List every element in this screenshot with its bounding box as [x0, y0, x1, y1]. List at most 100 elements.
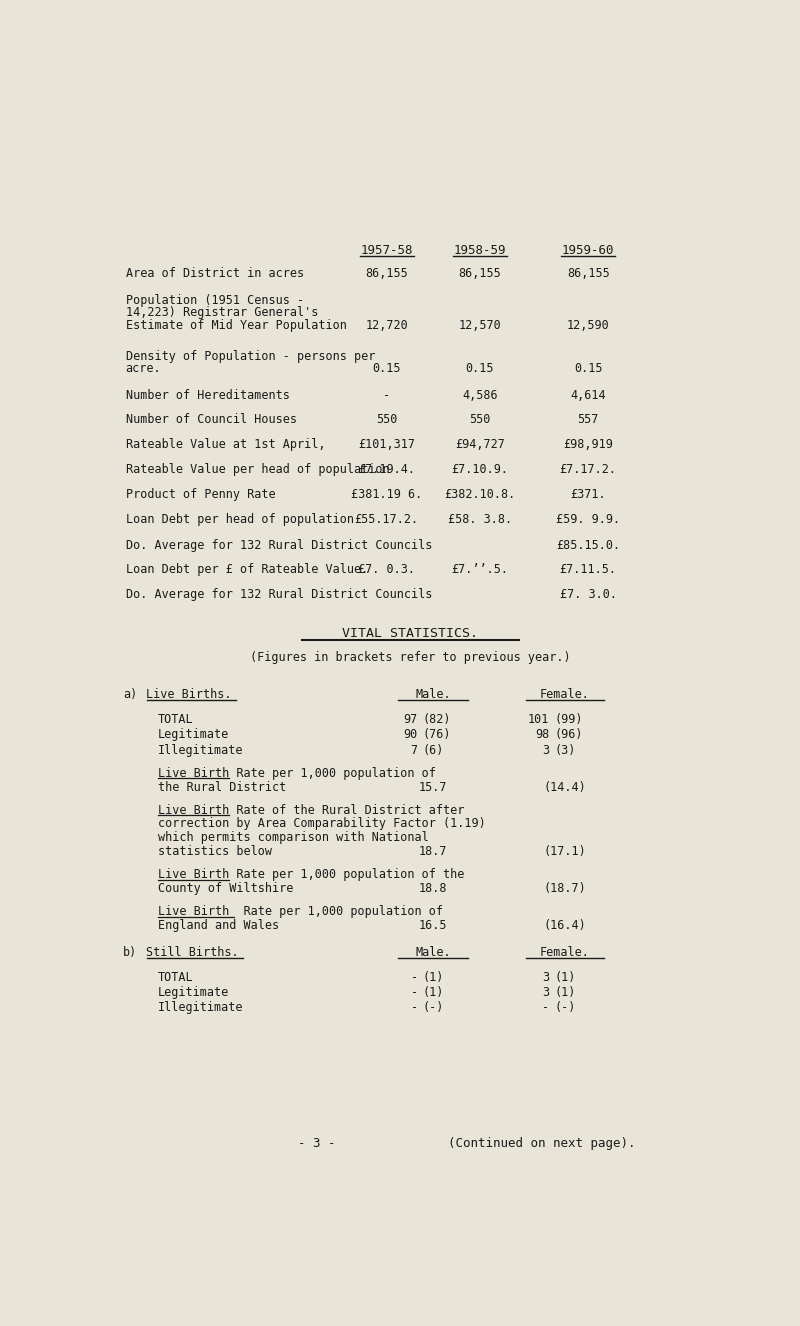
Text: Density of Population - persons per: Density of Population - persons per [126, 350, 375, 363]
Text: 12,590: 12,590 [567, 318, 610, 332]
Text: 98: 98 [535, 728, 550, 741]
Text: 12,720: 12,720 [366, 318, 408, 332]
Text: Loan Debt per £ of Rateable Value.: Loan Debt per £ of Rateable Value. [126, 564, 368, 577]
Text: Illegitimate: Illegitimate [158, 1001, 244, 1014]
Text: -: - [410, 987, 418, 998]
Text: £7.19.4.: £7.19.4. [358, 463, 415, 476]
Text: 97: 97 [403, 713, 418, 725]
Text: 86,155: 86,155 [366, 267, 408, 280]
Text: England and Wales: England and Wales [158, 919, 279, 932]
Text: Live Births.: Live Births. [146, 688, 232, 701]
Text: 0.15: 0.15 [574, 362, 602, 375]
Text: £85.15.0.: £85.15.0. [556, 538, 620, 552]
Text: Number of Hereditaments: Number of Hereditaments [126, 389, 290, 402]
Text: Live Birth  Rate per 1,000 population of: Live Birth Rate per 1,000 population of [158, 906, 443, 918]
Text: Legitimate: Legitimate [158, 728, 230, 741]
Text: (6): (6) [422, 744, 444, 757]
Text: Do. Average for 132 Rural District Councils: Do. Average for 132 Rural District Counc… [126, 538, 432, 552]
Text: -: - [383, 389, 390, 402]
Text: a): a) [123, 688, 138, 701]
Text: 4,586: 4,586 [462, 389, 498, 402]
Text: Illegitimate: Illegitimate [158, 744, 244, 757]
Text: (-): (-) [554, 1001, 575, 1014]
Text: 7: 7 [410, 744, 418, 757]
Text: Live Birth Rate of the Rural District after: Live Birth Rate of the Rural District af… [158, 804, 465, 817]
Text: VITAL STATISTICS.: VITAL STATISTICS. [342, 626, 478, 639]
Text: £7.17.2.: £7.17.2. [560, 463, 617, 476]
Text: Female.: Female. [540, 688, 590, 701]
Text: Live Birth Rate per 1,000 population of: Live Birth Rate per 1,000 population of [158, 766, 436, 780]
Text: 3: 3 [542, 987, 550, 998]
Text: 3: 3 [542, 744, 550, 757]
Text: £59. 9.9.: £59. 9.9. [556, 513, 620, 526]
Text: 1957-58: 1957-58 [361, 244, 413, 257]
Text: (1): (1) [554, 971, 575, 984]
Text: 0.15: 0.15 [466, 362, 494, 375]
Text: Rateable Value at 1st April,: Rateable Value at 1st April, [126, 438, 325, 451]
Text: 1959-60: 1959-60 [562, 244, 614, 257]
Text: 18.8: 18.8 [419, 882, 447, 895]
Text: (1): (1) [422, 987, 444, 998]
Text: (14.4): (14.4) [544, 781, 586, 793]
Text: (18.7): (18.7) [544, 882, 586, 895]
Text: £7. 3.0.: £7. 3.0. [560, 587, 617, 601]
Text: 18.7: 18.7 [419, 845, 447, 858]
Text: 1958-59: 1958-59 [454, 244, 506, 257]
Text: the Rural District: the Rural District [158, 781, 286, 793]
Text: £101,317: £101,317 [358, 438, 415, 451]
Text: (76): (76) [422, 728, 451, 741]
Text: -: - [542, 1001, 550, 1014]
Text: 4,614: 4,614 [570, 389, 606, 402]
Text: acre.: acre. [126, 362, 161, 375]
Text: (82): (82) [422, 713, 451, 725]
Text: (Continued on next page).: (Continued on next page). [448, 1136, 635, 1150]
Text: b): b) [123, 945, 138, 959]
Text: £7.10.9.: £7.10.9. [451, 463, 508, 476]
Text: £371.: £371. [570, 488, 606, 501]
Text: TOTAL: TOTAL [158, 971, 194, 984]
Text: (Figures in brackets refer to previous year.): (Figures in brackets refer to previous y… [250, 651, 570, 664]
Text: Rateable Value per head of population: Rateable Value per head of population [126, 463, 389, 476]
Text: £382.10.8.: £382.10.8. [444, 488, 515, 501]
Text: Loan Debt per head of population: Loan Debt per head of population [126, 513, 354, 526]
Text: 101: 101 [528, 713, 550, 725]
Text: statistics below: statistics below [158, 845, 272, 858]
Text: £58. 3.8.: £58. 3.8. [448, 513, 512, 526]
Text: Area of District in acres: Area of District in acres [126, 267, 304, 280]
Text: Still Births.: Still Births. [146, 945, 239, 959]
Text: £7.11.5.: £7.11.5. [560, 564, 617, 577]
Text: (96): (96) [554, 728, 582, 741]
Text: £7.’’.5.: £7.’’.5. [451, 564, 508, 577]
Text: Do. Average for 132 Rural District Councils: Do. Average for 132 Rural District Counc… [126, 587, 432, 601]
Text: which permits comparison with National: which permits comparison with National [158, 831, 429, 845]
Text: Male.: Male. [415, 945, 451, 959]
Text: (3): (3) [554, 744, 575, 757]
Text: 16.5: 16.5 [419, 919, 447, 932]
Text: Number of Council Houses: Number of Council Houses [126, 414, 297, 426]
Text: 14,223) Registrar General's: 14,223) Registrar General's [126, 306, 318, 320]
Text: £55.17.2.: £55.17.2. [354, 513, 419, 526]
Text: Legitimate: Legitimate [158, 987, 230, 998]
Text: 0.15: 0.15 [373, 362, 401, 375]
Text: 90: 90 [403, 728, 418, 741]
Text: (1): (1) [554, 987, 575, 998]
Text: £94,727: £94,727 [455, 438, 505, 451]
Text: Estimate of Mid Year Population: Estimate of Mid Year Population [126, 318, 346, 332]
Text: £7. 0.3.: £7. 0.3. [358, 564, 415, 577]
Text: 86,155: 86,155 [458, 267, 501, 280]
Text: Live Birth Rate per 1,000 population of the: Live Birth Rate per 1,000 population of … [158, 869, 465, 882]
Text: 15.7: 15.7 [419, 781, 447, 793]
Text: (17.1): (17.1) [544, 845, 586, 858]
Text: TOTAL: TOTAL [158, 713, 194, 725]
Text: - 3 -: - 3 - [298, 1136, 336, 1150]
Text: (-): (-) [422, 1001, 444, 1014]
Text: 86,155: 86,155 [567, 267, 610, 280]
Text: 550: 550 [376, 414, 398, 426]
Text: correction by Area Comparability Factor (1.19): correction by Area Comparability Factor … [158, 817, 486, 830]
Text: Female.: Female. [540, 945, 590, 959]
Text: 550: 550 [469, 414, 490, 426]
Text: Product of Penny Rate: Product of Penny Rate [126, 488, 275, 501]
Text: (99): (99) [554, 713, 582, 725]
Text: 12,570: 12,570 [458, 318, 501, 332]
Text: -: - [410, 971, 418, 984]
